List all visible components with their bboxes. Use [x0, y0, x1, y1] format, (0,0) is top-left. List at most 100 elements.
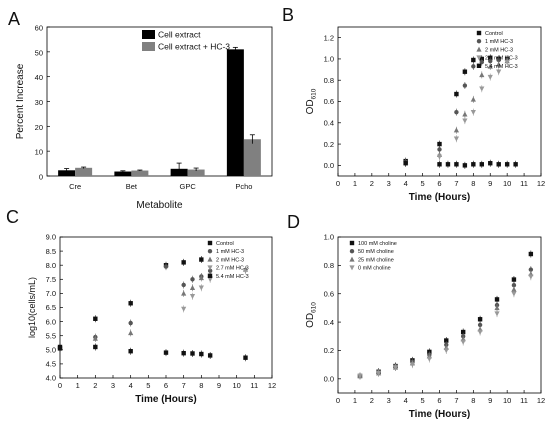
legend-marker [476, 39, 482, 44]
panel-letter-a: A [8, 9, 20, 29]
data-point [128, 320, 133, 326]
data-point [496, 162, 501, 167]
data-point [504, 59, 510, 65]
y-tick-label: 0.4 [324, 118, 334, 127]
data-point [376, 370, 382, 376]
x-tick-label: 4 [404, 396, 408, 405]
data-point [479, 72, 485, 78]
y-tick-label: 0.6 [324, 97, 334, 106]
y-axis-label: log10(cells/mL) [27, 277, 37, 338]
data-point [462, 163, 468, 168]
legend-label: 2 mM HC-3 [485, 47, 513, 53]
panel-letter-d: D [287, 212, 300, 232]
data-point [462, 83, 468, 88]
data-point [199, 257, 204, 262]
data-point [470, 96, 476, 102]
data-point [470, 109, 476, 115]
x-axis-label: Metabolite [136, 200, 183, 211]
x-tick-label: 1 [353, 179, 357, 188]
y-tick-label: 8.5 [46, 247, 56, 256]
legend-marker [349, 256, 355, 262]
data-point [488, 58, 493, 64]
y-tick-label: 0.2 [324, 346, 334, 355]
y-tick-label: 4.5 [46, 360, 56, 369]
x-tick-label: 5 [420, 396, 424, 405]
panel-a: 0 10 20 30 40 50 60 Cre Bet GPC Pcho Metabolite Perc… [15, 24, 273, 211]
y-tick-label: 60 [35, 24, 43, 33]
y-axis-label-subscript: 610 [311, 302, 318, 313]
data-point [504, 162, 510, 167]
x-tick-label: 11 [250, 381, 258, 390]
x-tick-label: 12 [537, 396, 545, 405]
x-tick-label: 0 [58, 381, 62, 390]
legend-marker [349, 265, 355, 271]
y-tick-label: 9.0 [46, 233, 56, 242]
x-tick-label: 1 [76, 381, 80, 390]
bar [58, 170, 76, 176]
data-point [477, 329, 483, 335]
x-axis-label: Time (Hours) [409, 192, 471, 203]
x-tick-label: 8 [471, 179, 475, 188]
legend-marker [476, 46, 482, 52]
y-tick-label: 0.0 [324, 375, 334, 384]
x-tick-label: 9 [217, 381, 221, 390]
data-point [436, 154, 443, 160]
y-tick-label: 8.0 [46, 261, 56, 270]
y-tick-label: 10 [35, 148, 43, 157]
data-point [437, 141, 442, 147]
legend-label: 50 mM choline [358, 249, 394, 255]
legend-marker [476, 55, 482, 61]
data-point [181, 306, 187, 312]
legend-marker [349, 249, 355, 254]
y-tick-label: 0.8 [324, 76, 334, 85]
data-point [93, 316, 98, 321]
y-tick-label: 1.2 [324, 33, 334, 42]
panel-b: 0 1 2 3 4 5 6 7 8 9 10 11 120.00.20.40.60.81.01.2Tim… [305, 26, 545, 203]
legend-swatch [142, 42, 155, 51]
legend-marker [207, 240, 213, 246]
data-point [444, 338, 449, 343]
legend-label: 2.7 mM HC-3 [216, 266, 249, 272]
data-point [528, 274, 534, 280]
data-point [199, 351, 204, 357]
data-point [494, 305, 500, 311]
legend-marker [207, 256, 213, 262]
data-point [190, 351, 195, 356]
x-tick-label: 10 [503, 179, 511, 188]
legend-swatch [142, 30, 155, 39]
x-tick-label: 3 [387, 179, 391, 188]
data-point [487, 63, 493, 69]
bar [131, 170, 149, 176]
legend-label: 2 mM HC-3 [216, 257, 244, 263]
x-tick-label: 4 [404, 179, 408, 188]
data-point [454, 109, 459, 115]
x-tick-label: 6 [164, 381, 168, 390]
x-tick-label: 6 [437, 396, 441, 405]
data-point [462, 111, 468, 117]
bar [226, 49, 244, 176]
legend-marker [349, 240, 355, 246]
y-axis-label: OD610 [305, 88, 318, 114]
data-point [181, 290, 187, 296]
data-point [477, 317, 483, 322]
data-point [189, 284, 196, 290]
x-tick-label: 11 [520, 179, 528, 188]
data-point [462, 118, 468, 124]
data-point [189, 294, 196, 300]
data-point [163, 350, 169, 355]
y-tick-label: 1.0 [324, 55, 334, 64]
legend-label: Cell extract [158, 30, 201, 40]
x-tick-label: 12 [537, 179, 545, 188]
data-point [487, 74, 493, 80]
bar [114, 171, 132, 176]
x-tick-label: 9 [488, 396, 492, 405]
data-point [437, 162, 442, 167]
panel-letter-b: B [282, 5, 294, 25]
data-point [454, 91, 459, 97]
data-point [479, 86, 485, 92]
data-point [243, 355, 248, 360]
data-point [426, 356, 432, 362]
y-axis-label: OD610 [305, 302, 318, 328]
data-point [460, 329, 466, 335]
y-tick-label: 0.6 [324, 289, 334, 298]
